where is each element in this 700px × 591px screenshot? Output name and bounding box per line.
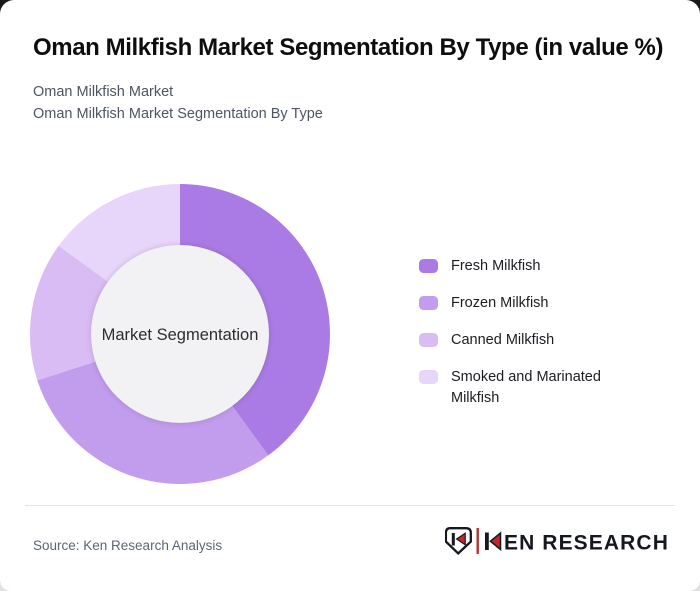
- ken-research-shield-icon: [445, 527, 472, 555]
- legend-label: Canned Milkfish: [451, 332, 555, 348]
- legend-swatch-icon: [419, 370, 438, 384]
- legend-label: Fresh Milkfish: [451, 258, 541, 274]
- logo-text: EN RESEARCH: [504, 532, 669, 555]
- donut-segment-canned-milkfish[interactable]: [29, 245, 109, 381]
- donut-segment-fresh-milkfish[interactable]: [180, 184, 330, 456]
- footer-divider: [25, 505, 675, 506]
- donut-svg: Market Segmentation: [29, 184, 330, 484]
- logo-wordmark: EN RESEARCH: [485, 531, 669, 555]
- legend-label: Smoked and Marinated Milkfish: [451, 369, 601, 406]
- legend-swatch-icon: [419, 259, 438, 273]
- donut-chart: Market Segmentation: [25, 179, 335, 489]
- subtitle-line-2: Oman Milkfish Market Segmentation By Typ…: [33, 106, 323, 122]
- chart-legend: Fresh Milkfish Frozen Milkfish Canned Mi…: [419, 256, 636, 425]
- legend-swatch-icon: [419, 333, 438, 347]
- legend-item-frozen-milkfish[interactable]: Frozen Milkfish: [419, 293, 636, 314]
- donut-segment-frozen-milkfish[interactable]: [37, 361, 269, 484]
- legend-label: Frozen Milkfish: [451, 295, 549, 311]
- donut-segment-smoked-marinated-milkfish[interactable]: [58, 184, 180, 282]
- chart-subtitle: Oman Milkfish Market Oman Milkfish Marke…: [33, 81, 667, 125]
- legend-swatch-icon: [419, 296, 438, 310]
- source-text: Source: Ken Research Analysis: [33, 538, 223, 553]
- ken-research-logo: EN RESEARCH: [445, 527, 669, 555]
- legend-item-smoked-marinated-milkfish[interactable]: Smoked and Marinated Milkfish: [419, 367, 636, 409]
- page-title: Oman Milkfish Market Segmentation By Typ…: [33, 34, 664, 61]
- donut-hole: [91, 245, 269, 423]
- legend-item-fresh-milkfish[interactable]: Fresh Milkfish: [419, 256, 636, 277]
- legend-item-canned-milkfish[interactable]: Canned Milkfish: [419, 330, 636, 351]
- donut-center-label: Market Segmentation: [102, 326, 259, 344]
- logo-divider-bar: [476, 528, 479, 554]
- subtitle-line-1: Oman Milkfish Market: [33, 84, 174, 100]
